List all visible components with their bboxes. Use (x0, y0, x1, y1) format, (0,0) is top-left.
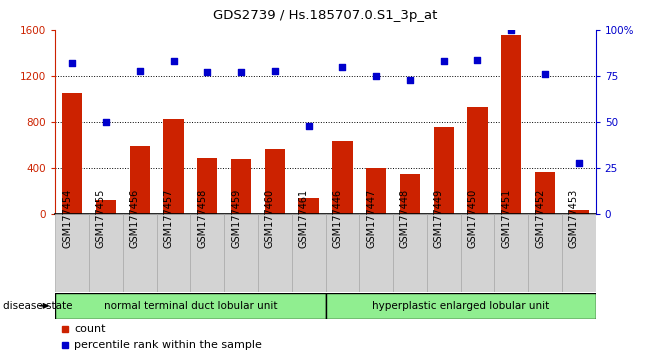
Bar (332, 141, 353, 214)
Bar (326, 293, 596, 319)
Bar (224, 214, 258, 292)
Text: GSM177449: GSM177449 (434, 188, 444, 248)
Bar (393, 214, 427, 292)
Bar (562, 214, 596, 292)
Bar (258, 214, 292, 292)
Text: percentile rank within the sample: percentile rank within the sample (74, 340, 262, 350)
Bar (292, 214, 326, 292)
Bar (494, 214, 528, 292)
Point (540, 72, 550, 77)
Bar (461, 214, 494, 292)
Bar (569, 210, 589, 214)
Bar (535, 172, 555, 214)
Bar (123, 214, 157, 292)
Text: GSM177450: GSM177450 (467, 188, 477, 248)
Point (371, 73, 381, 79)
Point (169, 58, 179, 64)
Bar (130, 146, 150, 214)
Text: GSM177461: GSM177461 (299, 188, 309, 248)
Bar (191, 214, 224, 292)
Bar (197, 158, 217, 214)
Text: GSM177460: GSM177460 (265, 188, 275, 248)
Text: disease state: disease state (3, 301, 73, 311)
Text: count: count (74, 324, 105, 334)
Point (506, 27, 516, 33)
Point (472, 57, 482, 62)
Bar (55, 293, 325, 319)
Bar (400, 174, 420, 214)
Text: GSM177456: GSM177456 (130, 188, 140, 248)
Bar (366, 168, 386, 214)
Point (439, 58, 449, 64)
Bar (467, 107, 488, 214)
Text: GSM177447: GSM177447 (366, 188, 376, 248)
Bar (501, 35, 521, 214)
Point (236, 70, 246, 75)
Bar (96, 200, 116, 214)
Point (574, 160, 584, 165)
Bar (434, 127, 454, 214)
Point (337, 64, 348, 70)
Bar (55, 214, 89, 292)
Bar (62, 93, 82, 214)
Text: GSM177457: GSM177457 (163, 188, 174, 248)
Text: GSM177454: GSM177454 (62, 188, 72, 248)
Bar (528, 214, 562, 292)
Point (270, 68, 280, 73)
Text: GSM177451: GSM177451 (501, 188, 511, 248)
Bar (359, 214, 393, 292)
Text: GSM177453: GSM177453 (569, 188, 579, 248)
Point (202, 70, 212, 75)
Bar (326, 214, 359, 292)
Bar (265, 149, 285, 214)
Bar (89, 214, 123, 292)
Point (67, 61, 77, 66)
Bar (231, 159, 251, 214)
Bar (427, 214, 461, 292)
Text: GSM177455: GSM177455 (96, 188, 106, 248)
Point (101, 119, 111, 125)
Point (405, 77, 415, 82)
Point (135, 68, 145, 73)
Bar (299, 198, 319, 214)
Text: GSM177446: GSM177446 (333, 188, 342, 248)
Text: GSM177458: GSM177458 (197, 188, 207, 248)
Text: normal terminal duct lobular unit: normal terminal duct lobular unit (104, 301, 277, 311)
Text: GSM177452: GSM177452 (535, 188, 545, 248)
Point (303, 123, 314, 129)
Bar (157, 214, 191, 292)
Bar (163, 119, 184, 214)
Text: GSM177459: GSM177459 (231, 188, 241, 248)
Text: GDS2739 / Hs.185707.0.S1_3p_at: GDS2739 / Hs.185707.0.S1_3p_at (214, 9, 437, 22)
Text: GSM177448: GSM177448 (400, 188, 410, 248)
Text: hyperplastic enlarged lobular unit: hyperplastic enlarged lobular unit (372, 301, 549, 311)
